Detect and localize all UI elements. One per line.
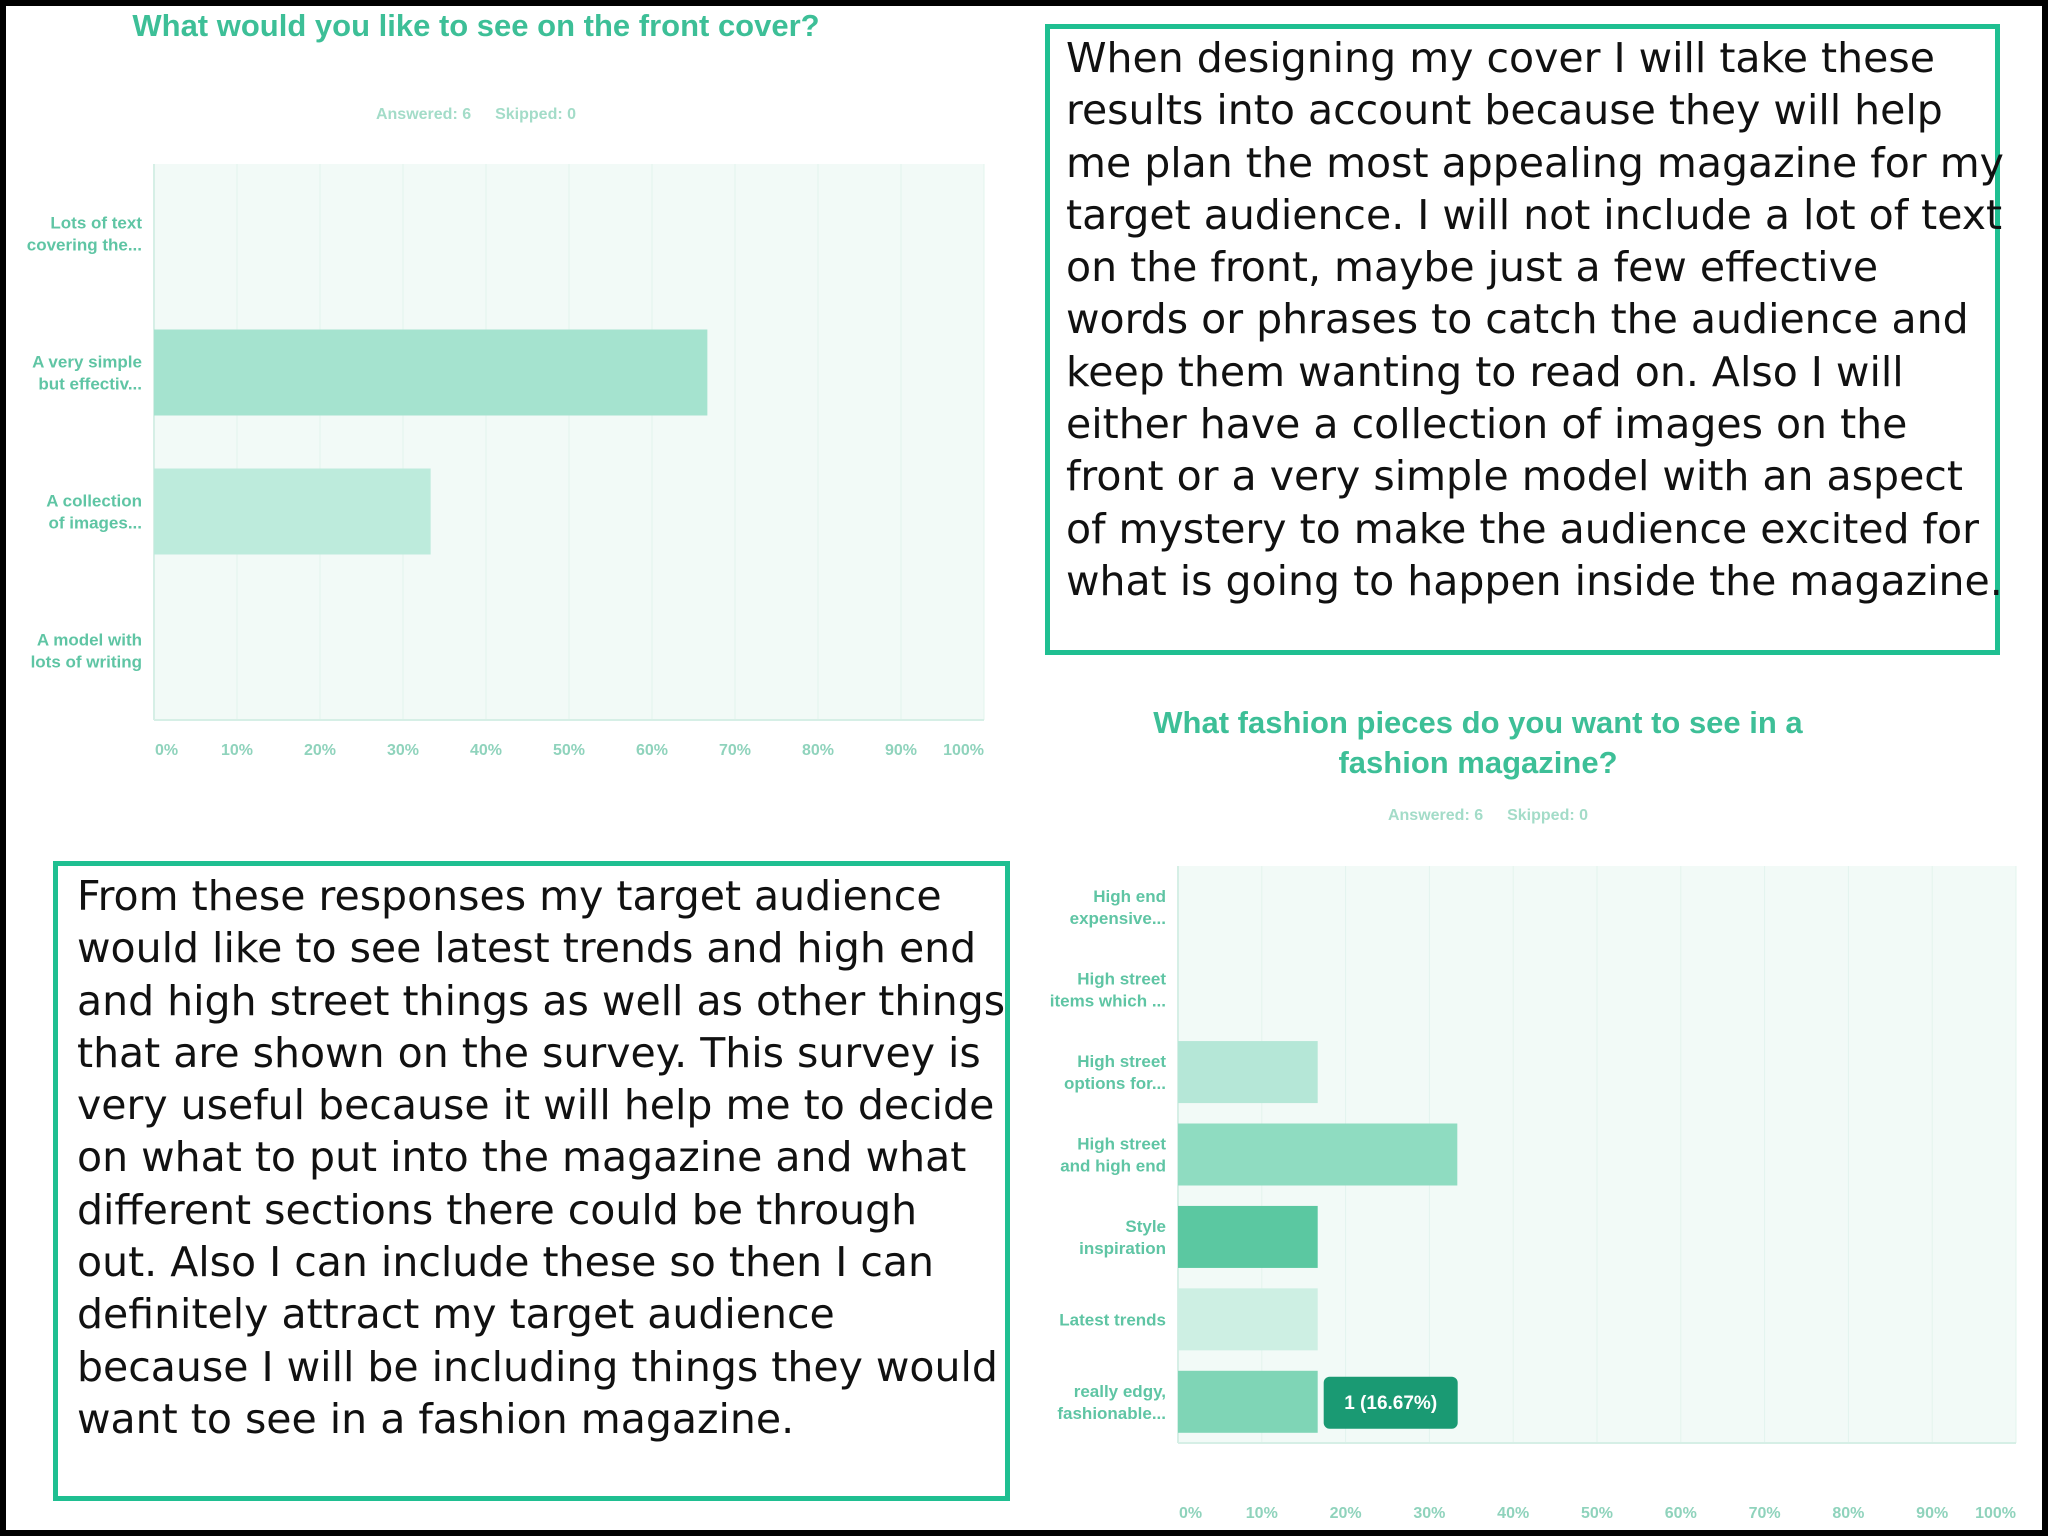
category-label: covering the...	[27, 236, 142, 255]
category-label: High street	[1077, 1135, 1166, 1154]
x-tick-label: 100%	[943, 742, 984, 759]
category-label: A very simple	[32, 353, 142, 372]
bar-chart-svg: High end expensive... High street items whi…	[1050, 866, 2017, 1522]
x-tick-label: 60%	[1665, 1505, 1697, 1522]
chart-meta: Answered: 6 Skipped: 0	[1138, 807, 1838, 825]
category-label: Lots of text	[50, 214, 142, 233]
x-tick-label: 50%	[553, 742, 585, 759]
category-label: but effectiv...	[38, 375, 142, 394]
x-tick-label: 90%	[1916, 1505, 1948, 1522]
chart-title: What would you like to see on the front …	[132, 8, 820, 43]
answered-count: Answered: 6	[375, 106, 472, 123]
x-tick-label: 10%	[221, 742, 253, 759]
category-label: lots of writing	[31, 653, 142, 672]
x-tick-label: 30%	[1413, 1505, 1445, 1522]
chart-meta: Answered: 6 Skipped: 0	[126, 106, 826, 124]
x-tick-label: 20%	[304, 742, 336, 759]
front-cover-chart: What would you like to see on the front …	[6, 6, 1018, 836]
category-label: High street	[1077, 970, 1166, 989]
category-label: inspiration	[1079, 1239, 1166, 1258]
category-label: really edgy,	[1074, 1382, 1166, 1401]
bar[interactable]	[1178, 1370, 1318, 1433]
category-label: High street	[1077, 1052, 1166, 1071]
x-tick-label: 0%	[1179, 1505, 1202, 1522]
category-label: and high end	[1060, 1157, 1166, 1176]
tooltip-text: 1 (16.67%)	[1344, 1393, 1437, 1414]
value-tooltip: 1 (16.67%)	[1323, 1376, 1458, 1429]
x-tick-label: 50%	[1581, 1505, 1613, 1522]
fashion-note-text: From these responses my target audience …	[77, 872, 1006, 1443]
x-tick-label: 80%	[802, 742, 834, 759]
category-label: expensive...	[1070, 909, 1166, 928]
page: What would you like to see on the front …	[6, 6, 2042, 1530]
bar[interactable]	[154, 329, 708, 416]
cover-note-text: When designing my cover I will take thes…	[1066, 34, 2004, 605]
tooltip-box	[1323, 1376, 1458, 1429]
bar[interactable]	[1178, 1288, 1318, 1351]
x-tick-label: 40%	[470, 742, 502, 759]
x-tick-label: 10%	[1246, 1505, 1278, 1522]
fashion-pieces-chart: What fashion pieces do you want to see i…	[1018, 701, 2042, 1530]
fashion-note-box	[53, 861, 1010, 1501]
skipped-count: Skipped: 0	[1507, 807, 1589, 824]
bar-chart-svg: Lots of text covering the... A very simple…	[27, 164, 985, 759]
x-tick-label: 80%	[1832, 1505, 1864, 1522]
category-label: A collection	[46, 492, 142, 511]
x-tick-label: 40%	[1497, 1505, 1529, 1522]
answered-count: Answered: 6	[1387, 807, 1484, 824]
category-label: High end	[1093, 887, 1166, 906]
x-tick-label: 90%	[885, 742, 917, 759]
chart-title: What fashion pieces do you want to see i…	[1153, 705, 1803, 780]
cover-note-box	[1045, 24, 2000, 655]
x-tick-label: 20%	[1330, 1505, 1362, 1522]
x-tick-label: 0%	[155, 742, 178, 759]
x-tick-label: 60%	[636, 742, 668, 759]
bar[interactable]	[154, 468, 431, 555]
category-label: items which ...	[1050, 992, 1166, 1011]
category-label: Latest trends	[1059, 1310, 1166, 1329]
category-label: A model with	[37, 631, 142, 650]
category-label: fashionable...	[1057, 1404, 1166, 1423]
skipped-count: Skipped: 0	[495, 106, 577, 123]
category-label: Style	[1125, 1217, 1166, 1236]
category-label: options for...	[1064, 1074, 1166, 1093]
x-tick-label: 70%	[719, 742, 751, 759]
x-tick-label: 100%	[1975, 1505, 2016, 1522]
bar[interactable]	[1178, 1041, 1318, 1104]
x-tick-label: 70%	[1749, 1505, 1781, 1522]
bar[interactable]	[1178, 1123, 1458, 1186]
category-label: of images...	[48, 514, 142, 533]
bar[interactable]	[1178, 1205, 1318, 1268]
x-tick-label: 30%	[387, 742, 419, 759]
